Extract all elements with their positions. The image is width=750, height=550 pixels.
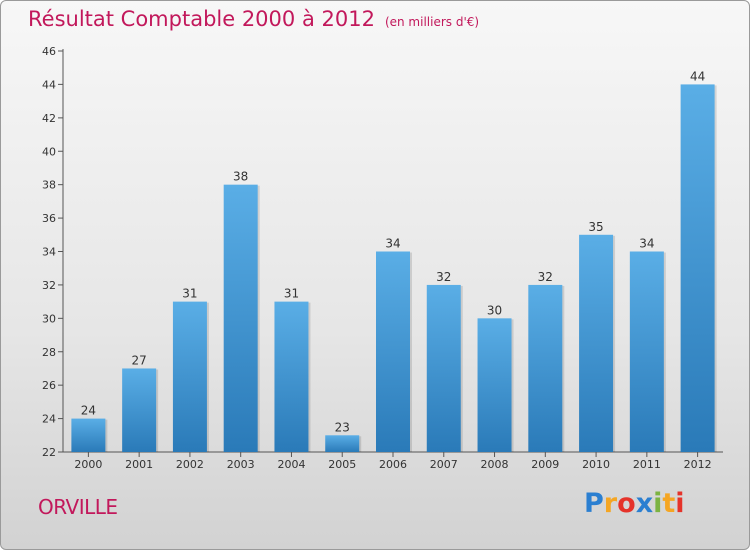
bar-2006[interactable]: [376, 251, 410, 453]
x-tick-label: 2000: [74, 458, 102, 471]
data-label: 32: [538, 270, 553, 284]
y-tick-label: 32: [42, 279, 56, 292]
data-label: 35: [588, 220, 603, 234]
y-tick-label: 24: [42, 413, 56, 426]
x-tick-label: 2011: [633, 458, 661, 471]
title-text: Résultat Comptable 2000 à 2012: [28, 7, 375, 31]
title-unit: (en milliers d'€): [384, 15, 480, 29]
bar-2007[interactable]: [426, 284, 461, 452]
logo-letter: P: [584, 488, 604, 519]
data-label: 23: [335, 420, 350, 434]
logo-letter: t: [662, 488, 676, 519]
x-tick-label: 2001: [125, 458, 153, 471]
y-tick-label: 38: [42, 179, 56, 192]
axes: 22 24 26 28 30 32 34 36 38 40 42 44 46: [42, 45, 723, 459]
y-tick-label: 30: [42, 312, 56, 325]
x-tick-label: 2008: [481, 458, 509, 471]
y-tick-label: 34: [42, 246, 56, 259]
logo-letter: r: [603, 488, 618, 519]
x-tick-label: 2007: [430, 458, 458, 471]
data-label: 30: [487, 303, 502, 317]
data-label: 44: [690, 69, 705, 83]
y-tick-label: 46: [42, 45, 56, 58]
x-tick-label: 2002: [176, 458, 204, 471]
bar-2005[interactable]: [325, 435, 360, 452]
bar-2011[interactable]: [629, 251, 664, 453]
y-tick-label: 42: [42, 112, 56, 125]
data-label: 32: [436, 270, 451, 284]
data-label: 31: [284, 287, 299, 301]
x-tick-label: 2006: [379, 458, 407, 471]
y-tick-label: 22: [42, 446, 56, 459]
city-name: ORVILLE: [38, 495, 118, 519]
bar-2008[interactable]: [477, 318, 512, 452]
y-tick-label: 40: [42, 145, 56, 158]
data-label: 38: [233, 170, 248, 184]
data-label: 24: [81, 404, 96, 418]
logo-letter: o: [617, 488, 636, 519]
x-tick-label: 2004: [277, 458, 305, 471]
x-tick-label: 2010: [582, 458, 610, 471]
bar-2004[interactable]: [274, 301, 309, 452]
data-label: 34: [385, 237, 400, 251]
bars-group: [71, 84, 717, 453]
data-label: 27: [132, 353, 147, 367]
x-tick-label: 2005: [328, 458, 356, 471]
bar-2010[interactable]: [579, 234, 614, 452]
logo-letter: x: [635, 488, 654, 519]
logo-letter: i: [653, 488, 663, 519]
data-label: 34: [639, 237, 654, 251]
y-tick-label: 28: [42, 346, 56, 359]
bar-2002[interactable]: [172, 301, 207, 452]
x-tick-label: 2009: [531, 458, 559, 471]
x-tick-label: 2003: [227, 458, 255, 471]
chart-title: Résultat Comptable 2000 à 2012 (en millie…: [28, 7, 479, 31]
logo-letter: i: [675, 488, 685, 519]
y-tick-label: 26: [42, 379, 56, 392]
bar-2009[interactable]: [528, 284, 563, 452]
proxiti-logo[interactable]: Proxiti: [584, 488, 685, 519]
bar-2003[interactable]: [223, 184, 258, 452]
bar-2000[interactable]: [71, 418, 106, 452]
data-label: 31: [182, 287, 197, 301]
bar-2012[interactable]: [680, 84, 715, 453]
data-labels-group: 2000 24 2001 27 2002 31 2003 38 2004 31 2005 23 2006…: [74, 69, 711, 471]
y-tick-label: 36: [42, 212, 56, 225]
x-tick-label: 2012: [684, 458, 712, 471]
y-tick-label: 44: [42, 78, 56, 91]
bar-2001[interactable]: [122, 368, 157, 452]
